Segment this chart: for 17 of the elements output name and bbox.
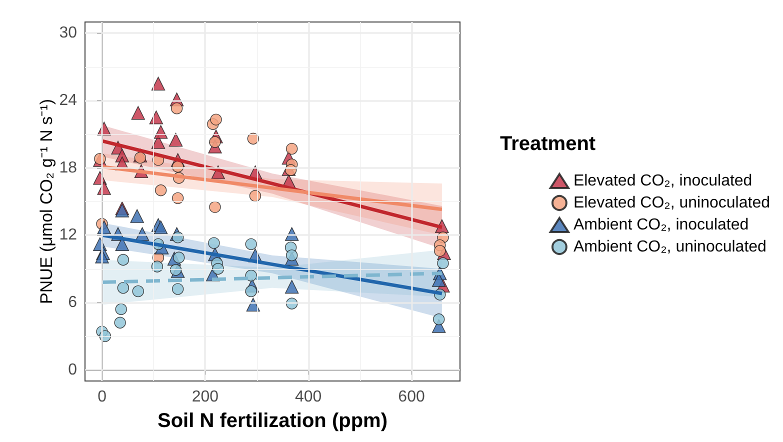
x-tick-label: 600 bbox=[398, 388, 425, 406]
legend-label: Ambient CO₂, uninoculated bbox=[573, 238, 766, 256]
y-tick-label: 0 bbox=[68, 361, 78, 378]
y-tick-label: 12 bbox=[59, 226, 78, 244]
y-axis-title: PNUE (μmol CO₂ g⁻¹ N s⁻¹) bbox=[37, 98, 56, 304]
x-tick-label: 0 bbox=[98, 388, 107, 406]
legend-label: Elevated CO₂, uninoculated bbox=[573, 194, 770, 212]
y-tick-label: 30 bbox=[59, 24, 78, 42]
x-tick-label: 200 bbox=[192, 388, 219, 406]
legend-title: Treatment bbox=[500, 133, 596, 155]
y-tick-label: 6 bbox=[68, 294, 78, 311]
y-tick-label: 18 bbox=[59, 159, 78, 176]
y-tick-label: 24 bbox=[59, 92, 78, 110]
x-tick-label: 400 bbox=[295, 388, 322, 406]
x-axis-title: Soil N fertilization (ppm) bbox=[158, 410, 388, 432]
legend-label: Ambient CO₂, inoculated bbox=[573, 216, 749, 234]
legend-label: Elevated CO₂, inoculated bbox=[573, 172, 752, 190]
